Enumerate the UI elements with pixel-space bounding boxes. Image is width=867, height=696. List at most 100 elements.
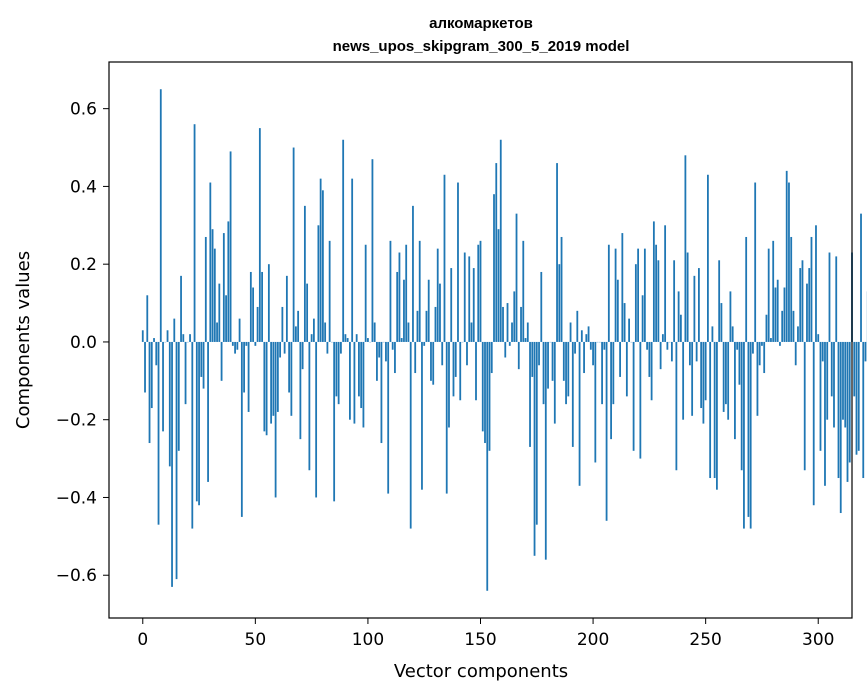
y-axis-label: Components values xyxy=(13,251,34,429)
bar xyxy=(781,310,784,342)
bar xyxy=(790,236,793,342)
x-tick-label: 300 xyxy=(802,630,834,650)
bar xyxy=(247,341,250,412)
bar xyxy=(236,341,239,350)
x-tick-label: 200 xyxy=(577,630,609,650)
bar xyxy=(749,341,752,529)
bar xyxy=(216,322,218,342)
bar xyxy=(722,341,725,412)
chart-title-line-1: алкомаркетов xyxy=(429,15,533,32)
bar xyxy=(159,89,162,342)
bar xyxy=(540,271,543,342)
bar xyxy=(153,338,155,342)
bar xyxy=(189,334,191,342)
bar xyxy=(209,182,212,342)
bar xyxy=(720,303,723,342)
bar xyxy=(432,341,435,385)
bar xyxy=(265,341,268,436)
bar xyxy=(659,341,662,370)
bar xyxy=(776,279,779,342)
bar xyxy=(648,341,651,377)
bar xyxy=(270,341,273,424)
bar xyxy=(340,341,342,354)
bar xyxy=(184,341,187,405)
bar xyxy=(243,341,245,393)
bar xyxy=(308,341,311,471)
bars-group xyxy=(141,89,867,591)
bar xyxy=(646,341,649,350)
bar xyxy=(650,341,653,401)
bar xyxy=(745,236,748,342)
bar xyxy=(283,341,286,354)
bar xyxy=(625,341,628,397)
bar xyxy=(610,341,612,440)
bar xyxy=(833,341,835,428)
bar xyxy=(691,341,694,416)
bar xyxy=(389,240,392,342)
bar xyxy=(470,322,473,342)
x-tick-label: 50 xyxy=(245,630,267,650)
bar xyxy=(182,334,185,342)
bar xyxy=(292,147,295,342)
bar xyxy=(407,322,410,342)
bar xyxy=(779,341,781,346)
bar xyxy=(560,236,563,342)
x-tick-label: 150 xyxy=(464,630,496,650)
bar xyxy=(673,260,676,342)
bar xyxy=(441,341,444,366)
bar xyxy=(826,341,829,420)
bar xyxy=(231,341,234,346)
bar xyxy=(806,283,808,342)
bar xyxy=(477,244,480,342)
bar xyxy=(574,341,576,354)
bar xyxy=(234,341,236,354)
bar xyxy=(385,341,387,362)
bar xyxy=(810,236,813,342)
bar xyxy=(378,341,381,358)
bar xyxy=(785,170,788,342)
bar xyxy=(486,341,489,591)
bar xyxy=(634,264,637,342)
bar xyxy=(495,163,498,342)
bar xyxy=(655,244,658,342)
bar xyxy=(207,341,209,482)
bar xyxy=(258,128,261,342)
bar xyxy=(493,194,495,342)
bar xyxy=(556,163,558,342)
bar xyxy=(202,341,205,389)
bar xyxy=(569,322,572,342)
bar xyxy=(155,341,158,366)
bar xyxy=(225,295,227,342)
bar xyxy=(459,341,462,401)
bar xyxy=(450,268,453,342)
bar xyxy=(754,182,757,342)
bar xyxy=(752,341,754,354)
bar xyxy=(421,341,423,490)
bar xyxy=(418,240,421,342)
bar xyxy=(218,283,221,342)
bar xyxy=(522,240,525,342)
bar xyxy=(529,341,531,447)
bar xyxy=(628,318,630,342)
bar xyxy=(637,248,640,342)
bar xyxy=(821,341,824,362)
y-tick-label: 0.6 xyxy=(70,100,97,120)
bar xyxy=(252,287,254,342)
bar xyxy=(535,341,538,525)
bar xyxy=(303,205,306,342)
bar xyxy=(565,341,567,405)
bar xyxy=(605,341,608,521)
bar xyxy=(355,334,358,342)
bar xyxy=(376,341,378,381)
bar xyxy=(403,279,405,342)
bar xyxy=(436,248,439,342)
bar xyxy=(285,275,288,342)
bar xyxy=(729,291,732,342)
bar xyxy=(191,341,194,529)
bar xyxy=(398,252,401,342)
bar xyxy=(857,341,860,451)
bar xyxy=(409,341,412,529)
bar xyxy=(511,322,513,342)
bar xyxy=(770,338,772,342)
